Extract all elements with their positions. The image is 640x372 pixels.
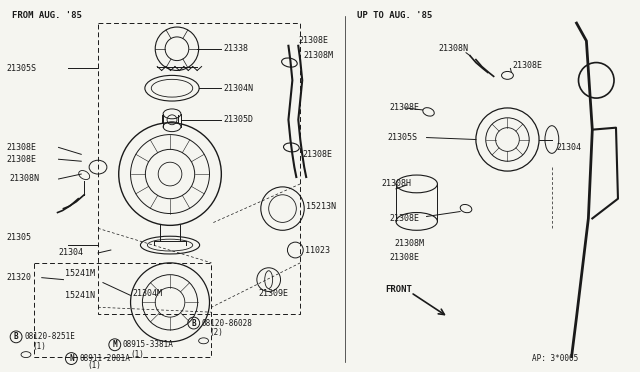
Text: 21305: 21305 (6, 233, 31, 242)
Text: 21308E: 21308E (389, 103, 419, 112)
Text: 15213N: 15213N (306, 202, 336, 211)
Text: 15241N: 15241N (65, 291, 95, 300)
Text: AP: 3*0005: AP: 3*0005 (532, 354, 579, 363)
Text: 21308E: 21308E (302, 150, 332, 159)
Text: FRONT: FRONT (385, 285, 412, 294)
Text: 21320: 21320 (6, 273, 31, 282)
Text: UP TO AUG. '85: UP TO AUG. '85 (358, 11, 433, 20)
Text: FROM AUG. '85: FROM AUG. '85 (12, 11, 82, 20)
Text: 21308E: 21308E (389, 253, 419, 262)
Text: 08915-3381A: 08915-3381A (123, 340, 173, 349)
Text: (1): (1) (87, 361, 101, 370)
Text: 21305D: 21305D (223, 115, 253, 124)
Text: 21308E: 21308E (298, 36, 328, 45)
Text: 21305S: 21305S (6, 64, 36, 73)
Text: 08120-86028: 08120-86028 (202, 318, 252, 327)
Text: B: B (191, 318, 196, 327)
Text: 21308N: 21308N (438, 44, 468, 53)
Text: (1): (1) (131, 350, 145, 359)
Text: 21304: 21304 (557, 143, 582, 152)
Text: 21338: 21338 (223, 44, 248, 53)
Text: 21304N: 21304N (223, 84, 253, 93)
Text: 21309E: 21309E (259, 289, 289, 298)
Text: M: M (113, 340, 117, 349)
Text: B: B (14, 332, 19, 341)
Text: 21308N: 21308N (9, 174, 39, 183)
Text: N: N (69, 354, 74, 363)
Text: (1): (1) (32, 342, 46, 351)
Text: 21308E: 21308E (6, 143, 36, 152)
Text: 21308E: 21308E (389, 214, 419, 223)
Text: 15241M: 15241M (65, 269, 95, 278)
Text: 21305S: 21305S (387, 133, 417, 142)
Text: 21304: 21304 (58, 248, 84, 257)
Text: (2): (2) (209, 328, 223, 337)
Text: 21308M: 21308M (303, 51, 333, 60)
Text: 08120-8251E: 08120-8251E (24, 332, 75, 341)
Text: 11023: 11023 (305, 246, 330, 254)
Text: 21308E: 21308E (6, 155, 36, 164)
Bar (34, 263, 211, 357)
Text: 21308M: 21308M (394, 238, 424, 248)
Text: 21308H: 21308H (381, 179, 411, 189)
Text: 21304M: 21304M (132, 289, 163, 298)
Text: 21308E: 21308E (513, 61, 542, 70)
Text: 08911-2081A: 08911-2081A (79, 354, 130, 363)
Bar (98, 23, 300, 314)
